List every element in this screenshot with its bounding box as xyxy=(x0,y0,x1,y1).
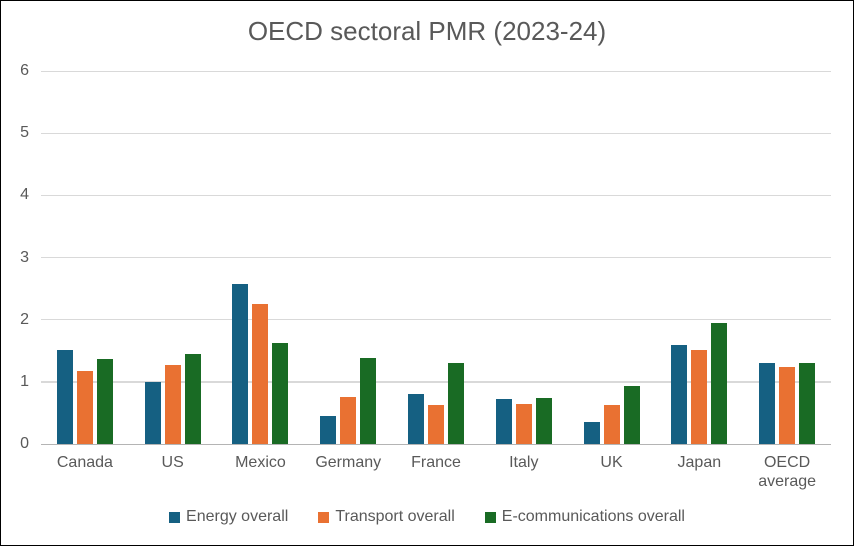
bar-japan-e-communications-overall xyxy=(711,322,728,444)
gridline-y3 xyxy=(41,257,831,259)
bar-oecd-average-transport-overall xyxy=(779,366,796,444)
bar-uk-e-communications-overall xyxy=(623,385,640,444)
x-category-label-oecd-average: OECD average xyxy=(758,454,817,490)
bar-canada-energy-overall xyxy=(56,349,73,444)
legend-label: Transport overall xyxy=(335,508,455,525)
bar-mexico-energy-overall xyxy=(232,283,249,444)
bar-uk-energy-overall xyxy=(583,422,600,444)
x-category-label-canada: Canada xyxy=(56,454,113,471)
bar-italy-e-communications-overall xyxy=(535,398,552,444)
x-axis-labels: Canada US Mexico Germany France Italy UK Japan O… xyxy=(41,453,831,499)
legend-label: Energy overall xyxy=(186,508,289,525)
gridline-y1 xyxy=(41,381,831,383)
x-category-label-germany: Germany xyxy=(315,454,382,471)
gridline-y6 xyxy=(41,70,831,72)
y-tick-label-4: 4 xyxy=(20,186,29,204)
legend-item-e-communications-overall: E-communications overall xyxy=(484,506,685,528)
y-tick-label-1: 1 xyxy=(20,372,29,390)
bar-france-energy-overall xyxy=(408,394,424,444)
bar-france-transport-overall xyxy=(428,405,444,444)
bar-us-energy-overall xyxy=(144,382,161,444)
x-category-label-uk: UK xyxy=(600,454,623,471)
x-category-label-japan: Japan xyxy=(677,454,722,471)
y-tick-label-5: 5 xyxy=(20,124,29,142)
bar-france-e-communications-overall xyxy=(448,363,464,444)
x-category-label-mexico: Mexico xyxy=(235,454,286,471)
bar-mexico-transport-overall xyxy=(252,303,269,444)
bar-oecd-average-e-communications-overall xyxy=(799,362,816,444)
bar-japan-transport-overall xyxy=(691,349,708,444)
legend-swatch-icon xyxy=(318,511,330,523)
x-category-label-us: US xyxy=(161,454,184,471)
x-category-label-italy: Italy xyxy=(509,454,539,471)
bar-italy-energy-overall xyxy=(495,399,512,444)
bar-us-transport-overall xyxy=(164,365,181,444)
legend-swatch-icon xyxy=(169,511,181,523)
x-axis-line xyxy=(41,443,831,445)
bar-canada-transport-overall xyxy=(76,370,93,444)
bar-japan-energy-overall xyxy=(671,345,688,444)
legend: Energy overall Transport overall E-communi… xyxy=(1,506,853,528)
x-category-label-france: France xyxy=(411,454,461,471)
legend-item-transport-overall: Transport overall xyxy=(318,506,455,528)
bar-germany-transport-overall xyxy=(340,396,357,444)
bar-mexico-e-communications-overall xyxy=(272,342,289,444)
gridline-y4 xyxy=(41,194,831,197)
y-tick-label-3: 3 xyxy=(20,248,29,266)
bar-italy-transport-overall xyxy=(515,404,532,444)
chart-title: OECD sectoral PMR (2023-24) xyxy=(247,16,607,46)
bar-canada-e-communications-overall xyxy=(96,359,113,444)
gridline-y2 xyxy=(41,319,831,321)
y-tick-label-2: 2 xyxy=(20,310,29,328)
y-tick-label-6: 6 xyxy=(20,62,29,79)
y-tick-label-0: 0 xyxy=(20,435,29,452)
bar-oecd-average-energy-overall xyxy=(759,362,776,444)
plot-area xyxy=(41,70,831,445)
bar-us-e-communications-overall xyxy=(184,353,201,444)
bar-germany-energy-overall xyxy=(320,416,337,444)
legend-item-energy-overall: Energy overall xyxy=(169,506,288,528)
legend-swatch-icon xyxy=(484,511,496,523)
bar-uk-transport-overall xyxy=(603,404,620,444)
bar-germany-e-communications-overall xyxy=(360,357,377,444)
gridline-y5 xyxy=(41,132,831,134)
legend-label: E-communications overall xyxy=(501,508,685,525)
